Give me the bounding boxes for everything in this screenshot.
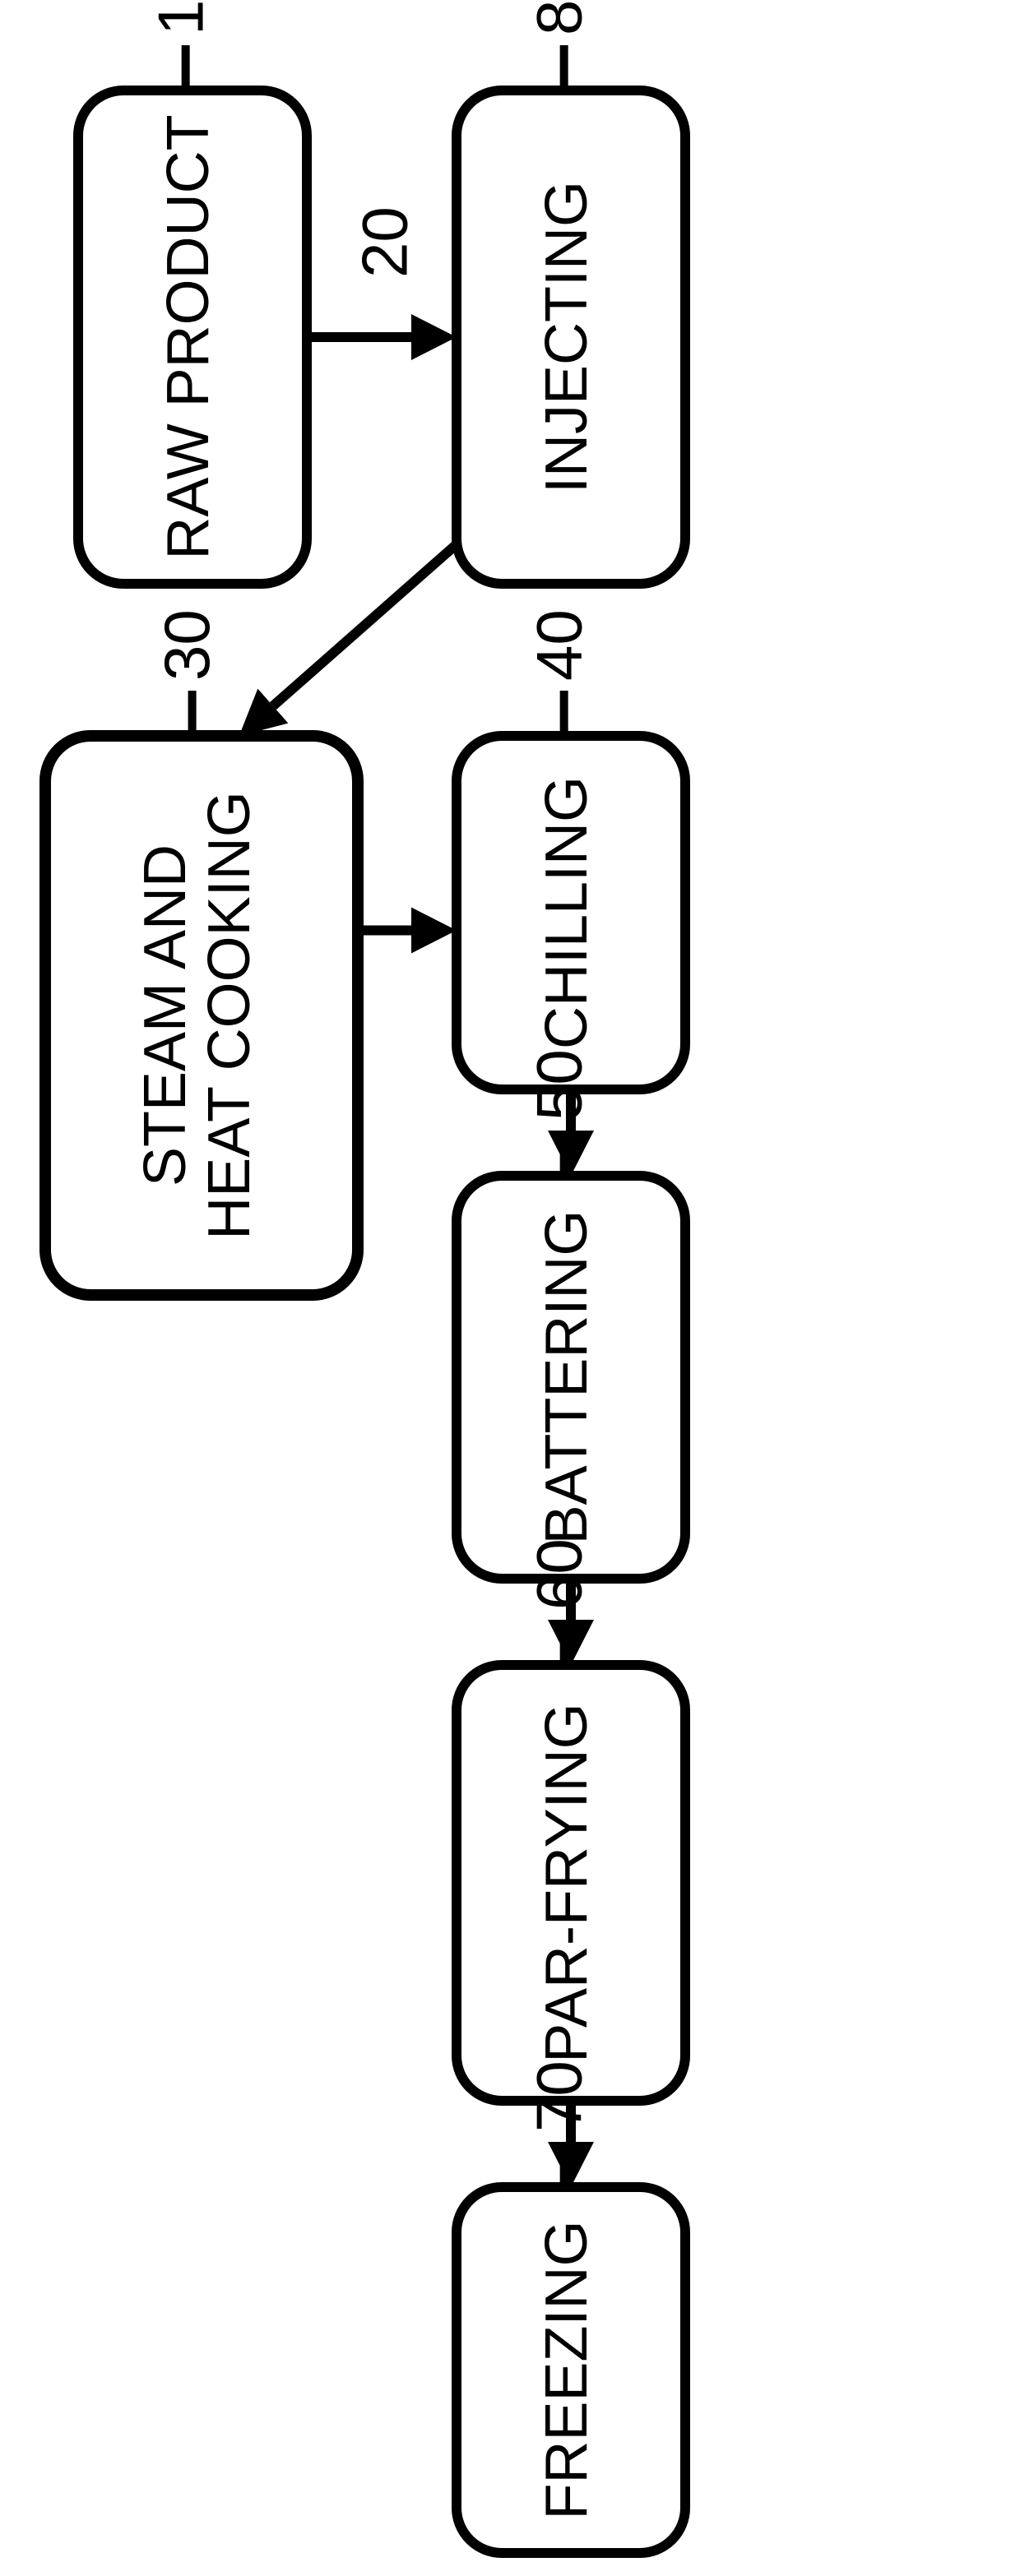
svg-text:80: 80 [522,0,595,35]
ref-number-40: 40 [522,609,595,681]
arrowhead-chill-batter [548,1131,594,1176]
arrowhead-batter-parfry [548,1620,594,1665]
node-label-inject: INJECTING [534,181,600,493]
svg-text:50: 50 [522,1049,595,1121]
svg-text:10: 10 [144,0,216,35]
svg-text:FREEZING: FREEZING [534,2220,600,2519]
svg-text:30: 30 [151,609,223,681]
ref-number-80: 80 [522,0,595,35]
arrowhead-parfry-freeze [548,2142,594,2187]
svg-text:PAR-FRYING: PAR-FRYING [534,1703,600,2062]
svg-text:BATTERING: BATTERING [534,1210,600,1545]
ref-number-50: 50 [522,1049,595,1121]
ref-number-70: 70 [522,2060,595,2132]
ref-number-10: 10 [144,0,216,35]
node-label-chill: CHILLING [534,776,600,1049]
ref-number-20: 20 [349,206,421,278]
arrowhead-steam-chill [411,908,457,954]
svg-text:20: 20 [349,206,421,278]
node-label-batter: BATTERING [534,1210,600,1545]
flowchart-canvas: RAW PRODUCT INJECTING STEAM ANDHEAT COOKIN… [0,0,1020,2576]
svg-text:HEAT COOKING: HEAT COOKING [197,791,262,1239]
svg-text:STEAM AND: STEAM AND [132,844,198,1186]
svg-text:INJECTING: INJECTING [534,181,600,493]
arrowhead-raw-inject [411,314,457,360]
svg-text:RAW PRODUCT: RAW PRODUCT [155,114,221,559]
ref-number-30: 30 [151,609,223,681]
svg-text:60: 60 [522,1538,595,1610]
svg-text:40: 40 [522,609,595,681]
ref-number-60: 60 [522,1538,595,1610]
node-label-steam: STEAM ANDHEAT COOKING [132,791,262,1239]
svg-text:CHILLING: CHILLING [534,776,600,1049]
svg-text:70: 70 [522,2060,595,2132]
node-label-freeze: FREEZING [534,2220,600,2519]
node-label-parfry: PAR-FRYING [534,1703,600,2062]
node-label-raw: RAW PRODUCT [155,114,221,559]
